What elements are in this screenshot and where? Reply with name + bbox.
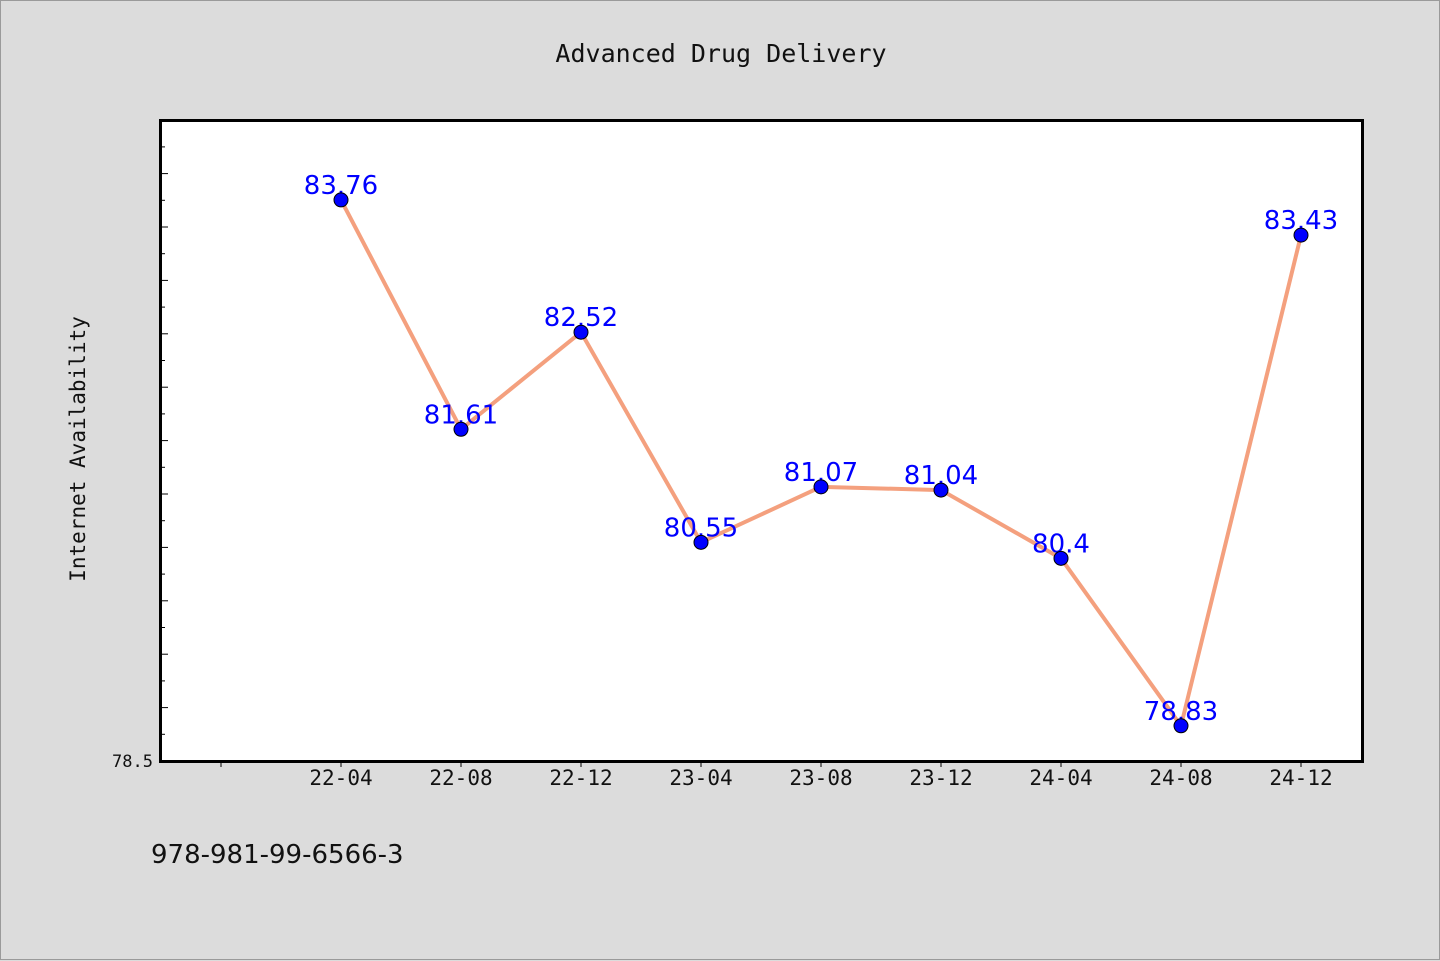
plot-area [159,119,1364,763]
data-points [333,192,1309,734]
x-axis-ticks: 22-04 22-08 22-12 23-04 23-08 23-12 24-04 24-08… [220,761,1333,790]
data-point [573,324,589,340]
x-tick-label: 24-12 [1269,766,1332,790]
x-tick-label: 22-04 [309,766,372,790]
x-tick-label: 24-04 [1029,766,1092,790]
data-point [813,479,829,495]
data-point [693,534,709,550]
footer-id-text: 978-981-99-6566-3 [151,840,404,870]
y-axis-tick-label: 78.5 [112,752,153,772]
data-point [1053,550,1069,566]
x-tick-label: 22-08 [429,766,492,790]
x-tick-label: 23-08 [789,766,852,790]
x-tick-label: 23-04 [669,766,732,790]
data-point [1173,718,1189,734]
y-axis-label: Internet Availability [66,316,90,582]
data-point [933,482,949,498]
x-tick-label: 24-08 [1149,766,1212,790]
x-tick-label: 23-12 [909,766,972,790]
chart-title: Advanced Drug Delivery [555,39,886,68]
y-axis-ticks [161,146,168,735]
data-point [333,192,349,208]
data-point [453,421,469,437]
x-tick-label: 22-12 [549,766,612,790]
data-point [1293,227,1309,243]
